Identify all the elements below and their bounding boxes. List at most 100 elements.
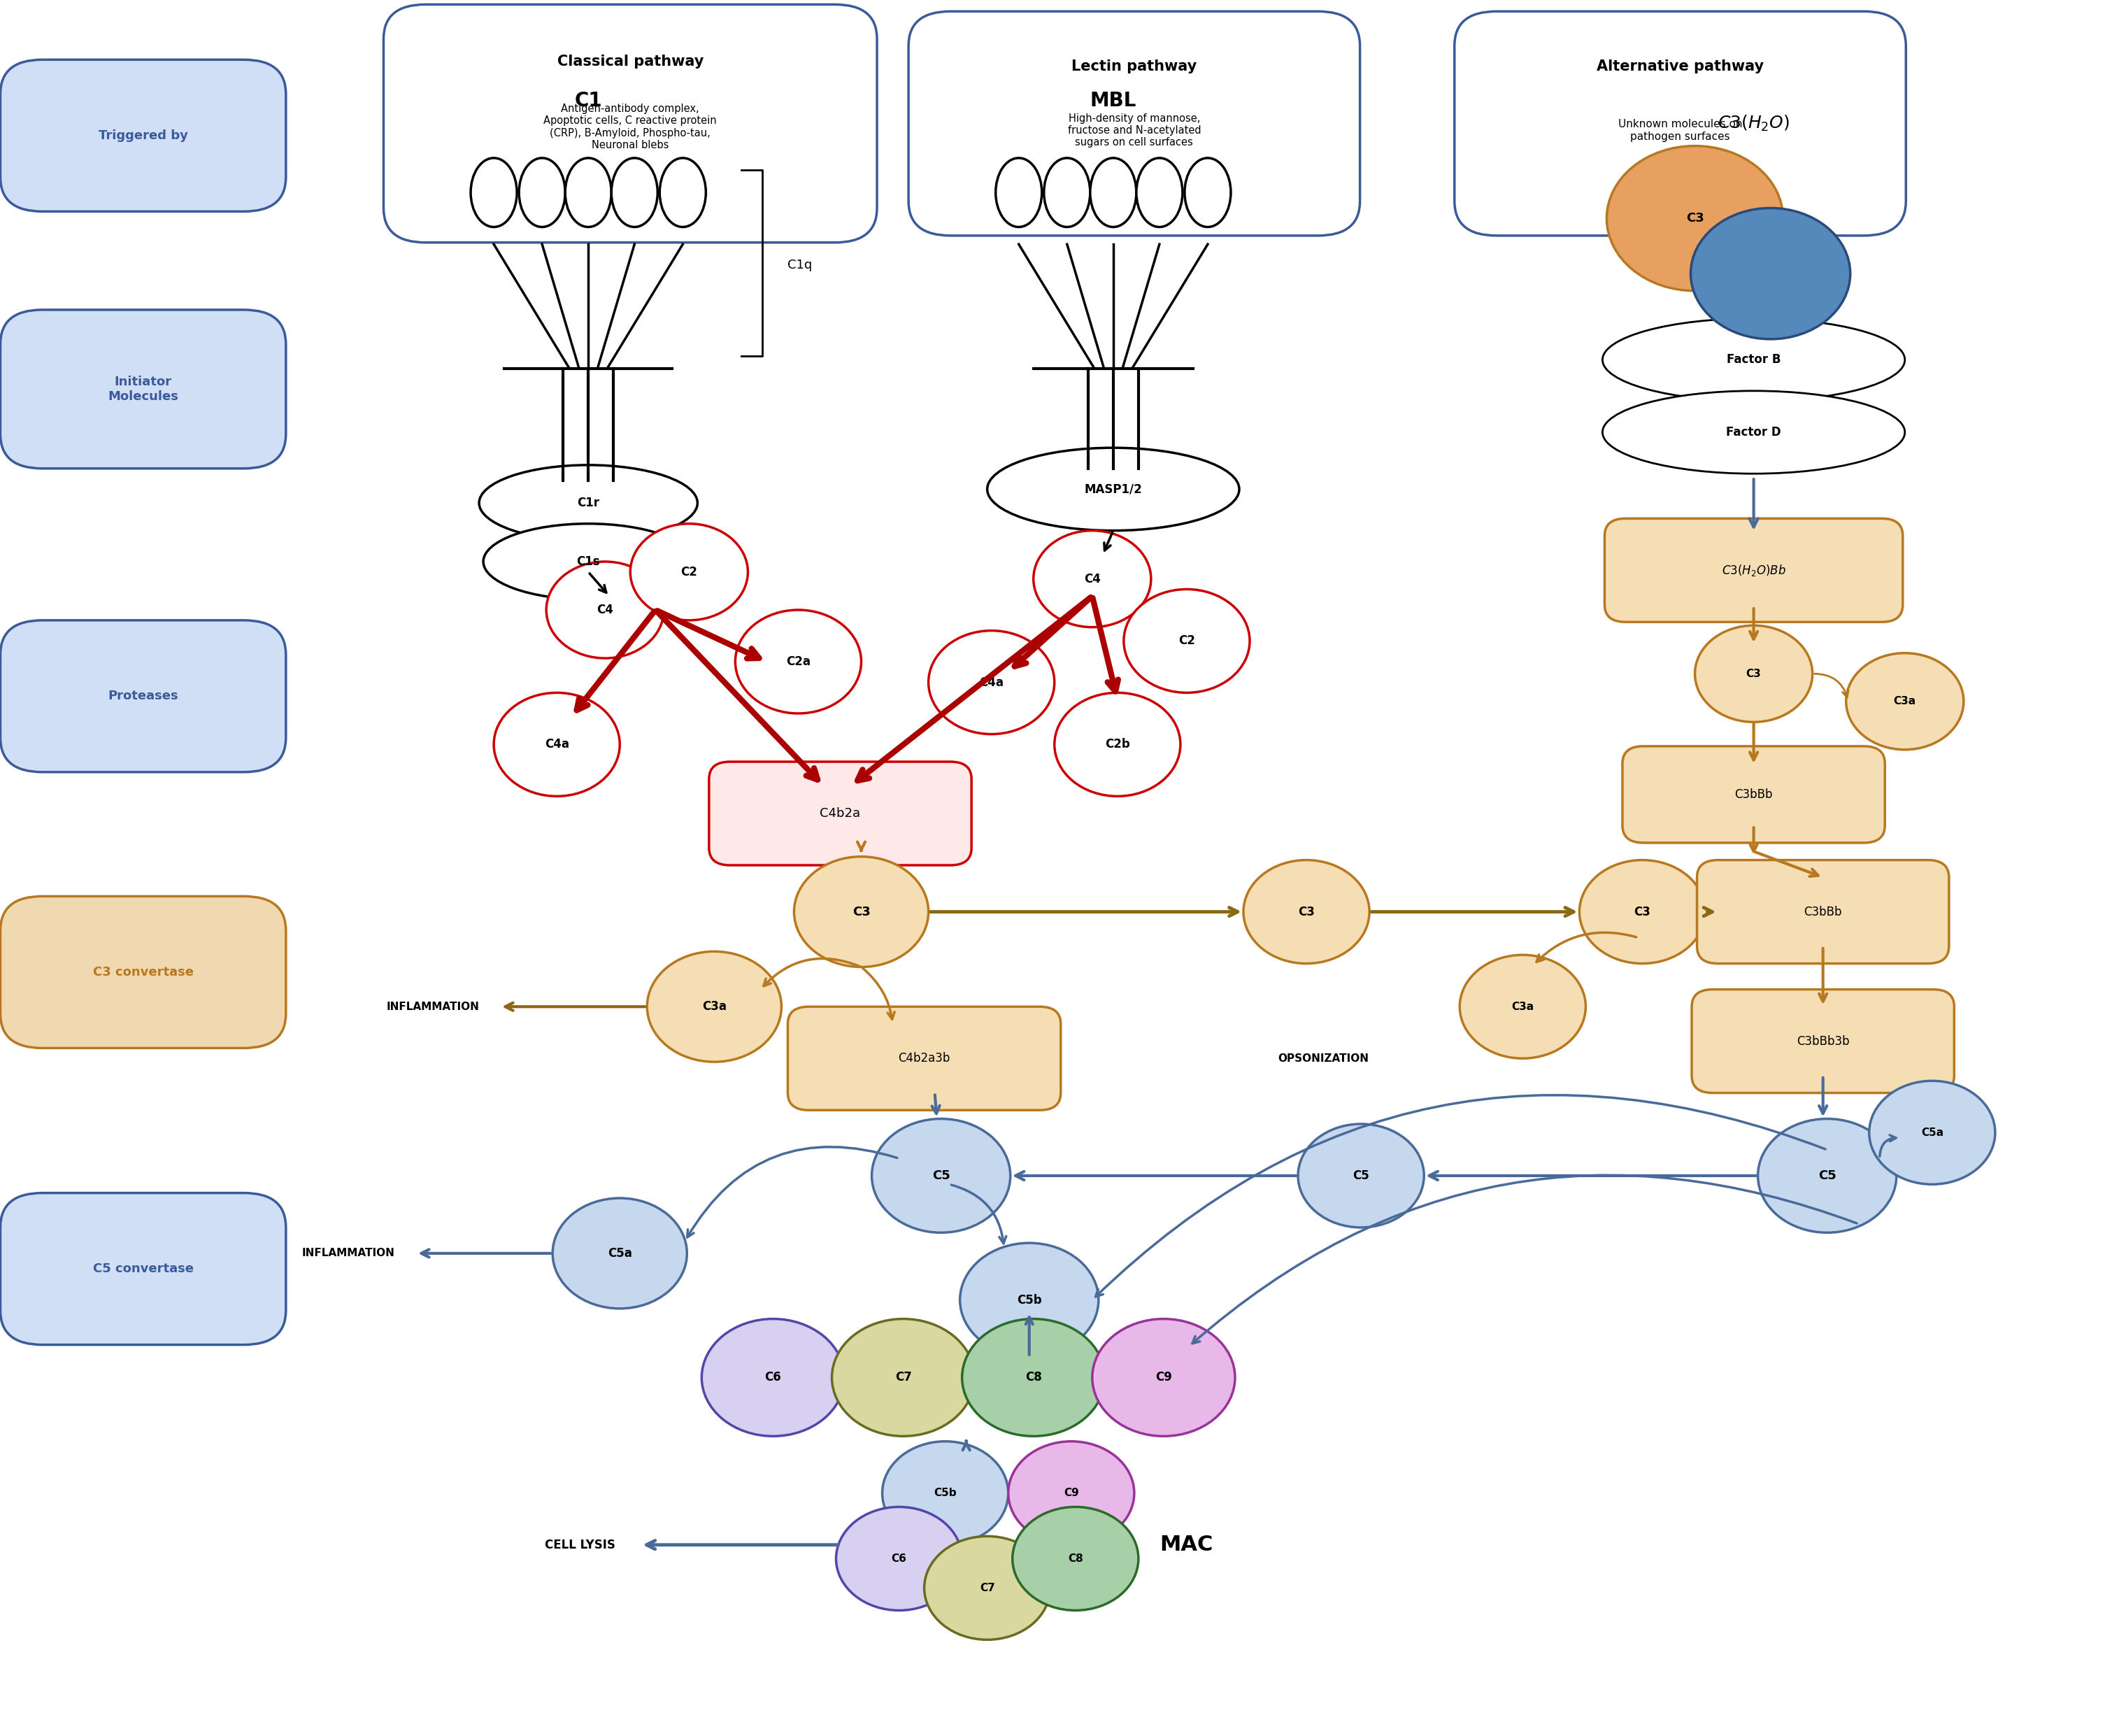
FancyBboxPatch shape xyxy=(908,12,1361,236)
Text: C4a: C4a xyxy=(544,738,570,750)
FancyBboxPatch shape xyxy=(1454,12,1905,236)
Ellipse shape xyxy=(1044,158,1091,227)
Text: C6: C6 xyxy=(765,1371,782,1384)
Text: MBL: MBL xyxy=(1091,92,1137,111)
Text: C3a: C3a xyxy=(1512,1002,1535,1012)
Text: C5a: C5a xyxy=(1922,1127,1943,1137)
Text: Triggered by: Triggered by xyxy=(98,128,187,142)
Circle shape xyxy=(872,1118,1010,1233)
Text: $H_2O$: $H_2O$ xyxy=(1758,267,1784,281)
Circle shape xyxy=(1607,146,1784,292)
Text: MASP1/2: MASP1/2 xyxy=(1084,483,1142,495)
Text: Factor D: Factor D xyxy=(1726,425,1782,439)
Circle shape xyxy=(1244,859,1369,963)
Ellipse shape xyxy=(659,158,706,227)
Circle shape xyxy=(963,1319,1106,1436)
Circle shape xyxy=(1012,1507,1137,1611)
Circle shape xyxy=(1093,1319,1235,1436)
Text: MAC: MAC xyxy=(1161,1535,1214,1555)
FancyBboxPatch shape xyxy=(0,1193,285,1345)
Circle shape xyxy=(831,1319,974,1436)
Circle shape xyxy=(1125,589,1250,693)
Text: C5: C5 xyxy=(931,1170,950,1182)
FancyBboxPatch shape xyxy=(1605,519,1903,621)
Text: C5: C5 xyxy=(1818,1170,1837,1182)
Circle shape xyxy=(836,1507,963,1611)
Text: INFLAMMATION: INFLAMMATION xyxy=(387,1002,478,1012)
Circle shape xyxy=(795,856,929,967)
Circle shape xyxy=(1054,693,1180,797)
FancyBboxPatch shape xyxy=(0,896,285,1049)
FancyBboxPatch shape xyxy=(1622,746,1886,842)
Circle shape xyxy=(553,1198,687,1309)
Circle shape xyxy=(925,1536,1050,1641)
Text: C3: C3 xyxy=(853,906,870,918)
Text: C3bBb: C3bBb xyxy=(1735,788,1773,800)
Text: C2b: C2b xyxy=(1106,738,1129,750)
Text: C7: C7 xyxy=(895,1371,912,1384)
FancyBboxPatch shape xyxy=(0,59,285,212)
Circle shape xyxy=(961,1243,1099,1358)
Circle shape xyxy=(646,951,782,1062)
Text: Unknown molecules on
pathogen surfaces: Unknown molecules on pathogen surfaces xyxy=(1618,120,1741,142)
Ellipse shape xyxy=(1135,158,1182,227)
Text: C5: C5 xyxy=(1352,1170,1369,1182)
Text: C1q: C1q xyxy=(789,259,812,271)
Ellipse shape xyxy=(986,448,1239,531)
Ellipse shape xyxy=(995,158,1042,227)
Circle shape xyxy=(493,693,621,797)
Circle shape xyxy=(1694,625,1813,722)
Text: C1: C1 xyxy=(574,92,602,111)
Circle shape xyxy=(629,524,748,620)
Text: C8: C8 xyxy=(1025,1371,1042,1384)
Text: Classical pathway: Classical pathway xyxy=(557,54,704,68)
Text: C3: C3 xyxy=(1686,212,1703,224)
Ellipse shape xyxy=(519,158,566,227)
Circle shape xyxy=(882,1441,1008,1545)
Text: C5b: C5b xyxy=(1016,1293,1042,1305)
Text: C2: C2 xyxy=(680,566,697,578)
Text: Initiator
Molecules: Initiator Molecules xyxy=(108,375,179,403)
Circle shape xyxy=(1758,1118,1896,1233)
Text: C5b: C5b xyxy=(933,1488,957,1498)
FancyBboxPatch shape xyxy=(0,309,285,469)
Text: C2a: C2a xyxy=(787,656,810,668)
Text: CELL LYSIS: CELL LYSIS xyxy=(544,1538,617,1552)
Text: C1r: C1r xyxy=(576,496,600,509)
Circle shape xyxy=(929,630,1054,734)
Circle shape xyxy=(1033,531,1150,627)
Circle shape xyxy=(1869,1082,1994,1184)
Text: C9: C9 xyxy=(1063,1488,1078,1498)
Text: Lectin pathway: Lectin pathway xyxy=(1072,59,1197,73)
Ellipse shape xyxy=(1603,318,1905,401)
Ellipse shape xyxy=(1603,391,1905,474)
Text: C4: C4 xyxy=(597,604,614,616)
FancyBboxPatch shape xyxy=(789,1007,1061,1109)
Ellipse shape xyxy=(1091,158,1135,227)
Circle shape xyxy=(1299,1123,1424,1227)
Text: C2: C2 xyxy=(1178,635,1195,648)
Text: High-density of mannose,
fructose and N-acetylated
sugars on cell surfaces: High-density of mannose, fructose and N-… xyxy=(1067,113,1201,148)
Text: C6: C6 xyxy=(891,1554,906,1564)
Ellipse shape xyxy=(478,465,697,542)
Text: C3a: C3a xyxy=(702,1000,727,1014)
Text: C5 convertase: C5 convertase xyxy=(94,1262,193,1276)
Circle shape xyxy=(1845,653,1964,750)
Ellipse shape xyxy=(566,158,612,227)
Ellipse shape xyxy=(483,524,693,599)
Text: C3: C3 xyxy=(1745,668,1760,679)
Circle shape xyxy=(1580,859,1705,963)
Text: C3bBb3b: C3bBb3b xyxy=(1796,1035,1850,1047)
Text: $C3(H_2O)$: $C3(H_2O)$ xyxy=(1718,115,1790,134)
Text: C7: C7 xyxy=(980,1583,995,1594)
Text: C5a: C5a xyxy=(608,1246,631,1260)
Text: $C3(H_2O)Bb$: $C3(H_2O)Bb$ xyxy=(1722,562,1786,578)
Circle shape xyxy=(1008,1441,1135,1545)
Text: Proteases: Proteases xyxy=(108,689,179,703)
Circle shape xyxy=(1461,955,1586,1059)
Text: Factor B: Factor B xyxy=(1726,354,1782,366)
Text: C3: C3 xyxy=(1635,906,1650,918)
Ellipse shape xyxy=(470,158,517,227)
Text: C3: C3 xyxy=(1299,906,1314,918)
Circle shape xyxy=(702,1319,844,1436)
